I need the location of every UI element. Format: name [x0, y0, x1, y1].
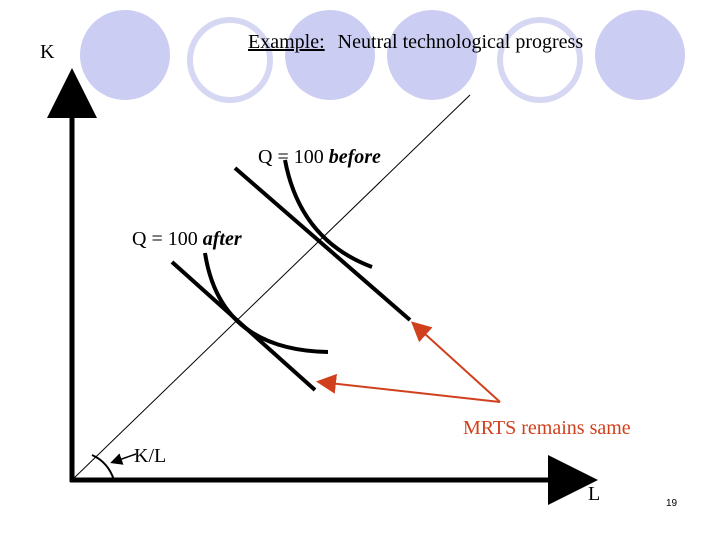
isoquant-after — [203, 252, 329, 354]
note: MRTS remains same — [463, 417, 631, 439]
label-emphasis: before — [329, 146, 381, 168]
label-prefix: Q = 100 — [258, 146, 324, 168]
ray — [71, 94, 471, 481]
ray-label: K/L — [134, 445, 166, 467]
angle-arc — [91, 454, 115, 481]
ray-label-arrow — [110, 453, 137, 465]
isoquant-after-label: Q = 100 after — [132, 228, 242, 250]
title-text: Neutral technological progress — [338, 31, 584, 53]
page-number: 19 — [666, 498, 678, 509]
x-axis-label: L — [588, 483, 600, 505]
title: Example: Neutral technological progress — [248, 31, 583, 53]
decorative-circles — [80, 10, 685, 103]
tangent-before — [233, 166, 412, 322]
isoquant-before — [283, 159, 373, 269]
y-axis-label: K — [40, 41, 55, 63]
label-prefix: Q = 100 — [132, 228, 198, 250]
label-emphasis: after — [203, 228, 242, 250]
title-prefix: Example: — [248, 31, 325, 53]
note-arrow — [316, 373, 501, 403]
note-arrow — [411, 321, 501, 403]
isoquant-before-label: Q = 100 before — [258, 146, 381, 168]
